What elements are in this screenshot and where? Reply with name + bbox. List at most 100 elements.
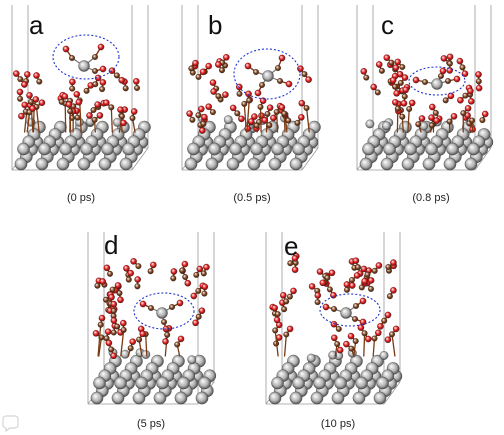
carbon-atom bbox=[406, 105, 413, 113]
highlight-metal-atom bbox=[156, 307, 168, 319]
bond bbox=[120, 329, 125, 357]
carbon-atom bbox=[371, 335, 378, 342]
oxygen-atom bbox=[205, 103, 213, 111]
bond bbox=[64, 102, 67, 133]
oxygen-atom bbox=[475, 84, 483, 92]
carbon-atom bbox=[432, 109, 439, 117]
oxygen-atom bbox=[328, 269, 336, 277]
metal-atom bbox=[38, 142, 51, 156]
metal-slab bbox=[14, 117, 151, 171]
carbon-atom bbox=[58, 98, 65, 106]
panel-e-structure bbox=[265, 232, 403, 405]
oxygen-atom bbox=[192, 59, 199, 67]
carbon-atom bbox=[281, 110, 288, 117]
carbon-atom bbox=[241, 100, 248, 108]
oxygen-atom bbox=[314, 291, 322, 299]
oxygen-atom bbox=[330, 320, 338, 328]
panel-b-structure bbox=[181, 5, 321, 171]
carbon-atom bbox=[209, 108, 217, 116]
adsorbate-layer bbox=[269, 252, 400, 357]
oxygen-atom bbox=[65, 101, 73, 108]
carbon-atom bbox=[83, 87, 90, 94]
metal-atom bbox=[93, 376, 106, 390]
carbon-atom bbox=[324, 274, 331, 281]
metal-atom bbox=[198, 376, 211, 390]
metal-atom bbox=[352, 391, 366, 405]
oxygen-atom bbox=[433, 117, 440, 125]
oxygen-atom bbox=[222, 53, 230, 61]
oxygen-atom bbox=[360, 265, 368, 273]
bond bbox=[391, 333, 396, 357]
carbon-atom bbox=[69, 85, 76, 92]
bond bbox=[69, 110, 72, 133]
bond bbox=[363, 332, 366, 357]
carbon-atom bbox=[246, 97, 253, 104]
oxygen-atom bbox=[170, 268, 178, 275]
box-edge bbox=[474, 147, 492, 171]
oxygen-atom bbox=[259, 97, 267, 105]
oxygen-atom bbox=[177, 335, 185, 343]
oxygen-atom bbox=[190, 292, 198, 300]
carbon-atom bbox=[378, 67, 386, 74]
metal-atom bbox=[80, 142, 93, 156]
metal-atom bbox=[56, 157, 70, 171]
bond bbox=[26, 111, 31, 133]
carbon-atom bbox=[193, 271, 200, 279]
carbon-atom bbox=[276, 77, 284, 85]
metal-atom bbox=[195, 391, 209, 405]
carbon-atom bbox=[286, 293, 294, 300]
metal-atom bbox=[425, 142, 438, 156]
highlighted-complex bbox=[412, 67, 461, 90]
carbon-atom bbox=[74, 114, 81, 121]
oxygen-atom bbox=[352, 257, 360, 265]
oxygen-atom bbox=[359, 297, 367, 305]
metal-atom bbox=[271, 142, 284, 156]
adsorbate-layer bbox=[92, 257, 210, 360]
carbon-atom bbox=[399, 113, 406, 120]
oxygen-atom bbox=[117, 296, 124, 304]
oxygen-atom bbox=[402, 86, 410, 94]
metal-atom bbox=[328, 350, 338, 360]
oxygen-atom bbox=[361, 277, 369, 285]
oxygen-atom bbox=[197, 105, 205, 113]
carbon-atom bbox=[135, 263, 142, 270]
carbon-atom bbox=[234, 110, 241, 117]
oxygen-atom bbox=[62, 45, 70, 53]
oxygen-atom bbox=[184, 279, 192, 287]
oxygen-atom bbox=[367, 276, 375, 284]
oxygen-atom bbox=[291, 254, 299, 262]
carbon-atom bbox=[136, 336, 143, 343]
metal-atom bbox=[271, 376, 284, 390]
carbon-atom bbox=[446, 118, 453, 125]
oxygen-atom bbox=[69, 78, 76, 86]
oxygen-atom bbox=[375, 61, 383, 68]
bond bbox=[283, 333, 287, 357]
oxygen-atom bbox=[389, 76, 397, 84]
metal-atom bbox=[208, 142, 221, 156]
carbon-atom bbox=[287, 260, 294, 267]
oxygen-atom bbox=[97, 43, 105, 51]
carbon-atom bbox=[91, 67, 99, 75]
metal-atom bbox=[379, 350, 389, 360]
metal-slab bbox=[268, 348, 403, 405]
oxygen-atom bbox=[322, 303, 330, 311]
carbon-atom bbox=[218, 67, 226, 74]
carbon-atom bbox=[460, 109, 467, 117]
oxygen-atom bbox=[336, 346, 344, 354]
panel-a: a (0 ps) bbox=[11, 5, 151, 204]
carbon-atom bbox=[68, 54, 76, 62]
bond bbox=[110, 106, 113, 133]
highlight-metal-atom bbox=[431, 78, 443, 90]
metal-atom bbox=[35, 157, 49, 171]
metal-atom bbox=[98, 157, 112, 171]
carbon-atom bbox=[108, 346, 115, 353]
oxygen-atom bbox=[446, 53, 454, 61]
oxygen-atom bbox=[103, 264, 111, 272]
metal-atom bbox=[313, 376, 326, 390]
metal-atom bbox=[77, 157, 91, 171]
metal-slab bbox=[90, 348, 217, 405]
carbon-atom bbox=[114, 323, 121, 330]
carbon-atom bbox=[351, 315, 359, 323]
metal-atom bbox=[132, 391, 146, 405]
oxygen-atom bbox=[456, 57, 464, 65]
